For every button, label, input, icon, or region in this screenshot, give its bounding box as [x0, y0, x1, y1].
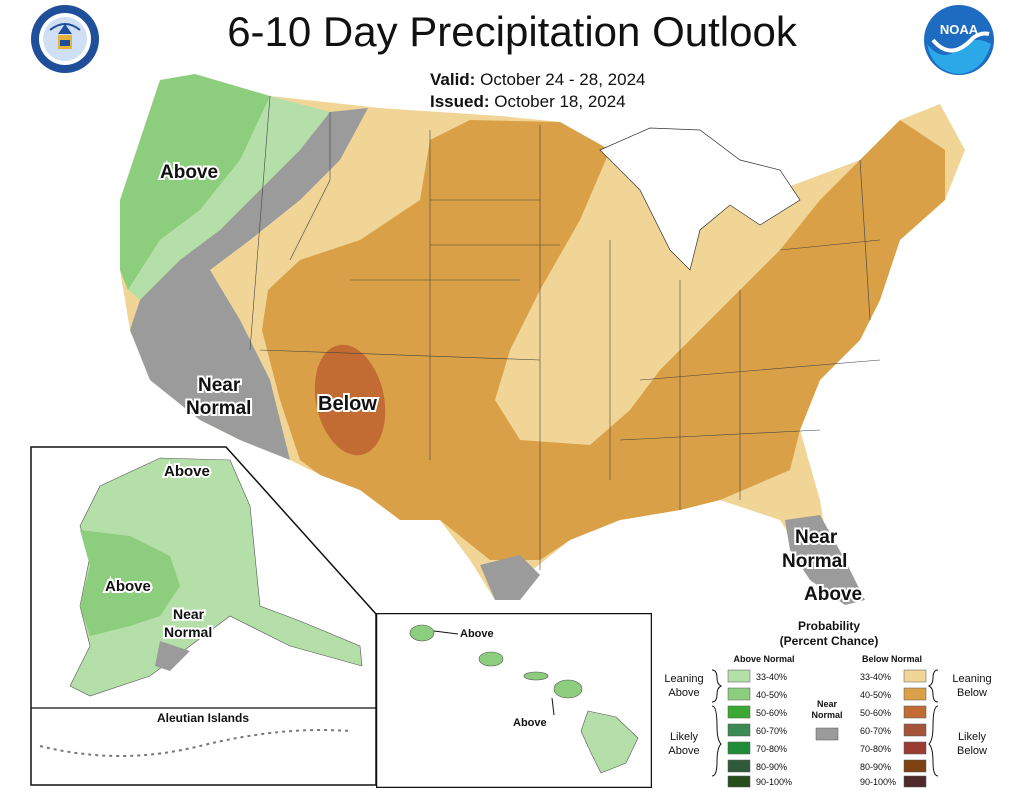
legend-near-label-1: Near — [817, 699, 838, 709]
issued-label: Issued: — [430, 92, 490, 111]
below-bin-1-label: 33-40% — [860, 672, 891, 682]
aleutian-title: Aleutian Islands — [157, 711, 249, 725]
valid-dates: Valid: October 24 - 28, 2024 — [430, 70, 645, 90]
below-bin-4-swatch — [903, 723, 927, 737]
label-conus-above: Above — [160, 162, 218, 183]
label-conus-below: Below — [318, 393, 377, 415]
conus-near-normal-texas-region — [480, 555, 540, 600]
below-bin-3-label: 50-60% — [860, 708, 891, 718]
label-florida-above: Above — [804, 584, 862, 605]
issued-date: Issued: October 18, 2024 — [430, 92, 626, 112]
conus-below-40-50-region — [262, 120, 945, 560]
above-bin-1-swatch — [727, 669, 751, 683]
legend-leaning-below-1: Leaning — [952, 673, 991, 685]
above-bin-6-label: 80-90% — [756, 762, 787, 772]
noaa-logo-text: NOAA — [940, 22, 979, 37]
conus-near-normal-florida-region — [785, 515, 865, 605]
legend: Probability (Percent Chance) Above Norma… — [664, 619, 992, 788]
doc-seal-icon — [31, 5, 99, 73]
issued-value: October 18, 2024 — [494, 92, 626, 111]
below-bin-3-swatch — [903, 705, 927, 719]
legend-above-header: Above Normal — [733, 654, 794, 664]
label-florida-near-1: Near — [795, 527, 838, 548]
conus-above-33-40-region — [128, 96, 330, 300]
above-bin-4-label: 60-70% — [756, 726, 787, 736]
legend-leaning-above-1: Leaning — [664, 673, 703, 685]
below-bin-7-swatch — [903, 775, 927, 788]
hawaii-maui-region — [553, 679, 583, 699]
label-conus-near-2: Normal — [186, 398, 251, 419]
legend-title-2: (Percent Chance) — [780, 634, 879, 648]
label-alaska-near-1: Near — [173, 606, 205, 622]
label-alaska-above-west: Above — [105, 578, 151, 595]
near-normal-swatch — [815, 727, 839, 741]
above-bin-4-swatch — [727, 723, 751, 737]
legend-below-header: Below Normal — [862, 654, 922, 664]
legend-above-bins: 33-40% 40-50% 50-60% 60-70% 70-80% 80-90… — [727, 669, 792, 788]
hawaii-oahu-region — [478, 651, 504, 667]
legend-likely-below-2: Below — [957, 745, 987, 757]
legend-title-1: Probability — [798, 619, 860, 633]
below-bin-5-swatch — [903, 741, 927, 755]
valid-label: Valid: — [430, 70, 476, 89]
valid-value: October 24 - 28, 2024 — [480, 70, 646, 89]
above-bin-5-label: 70-80% — [756, 744, 787, 754]
above-bin-3-label: 50-60% — [756, 708, 787, 718]
legend-near-label-2: Normal — [811, 710, 842, 720]
above-bin-7-label: 90-100% — [756, 777, 792, 787]
above-bin-7-swatch — [727, 775, 751, 788]
conus-below-50-60-region — [314, 344, 386, 456]
label-hawaii-above-2: Above — [513, 717, 547, 729]
noaa-logo-icon: NOAA — [924, 5, 994, 75]
state-borders — [249, 95, 881, 570]
below-bin-4-label: 60-70% — [860, 726, 891, 736]
above-bin-2-label: 40-50% — [756, 690, 787, 700]
page-title: 6-10 Day Precipitation Outlook — [227, 8, 797, 55]
above-bin-5-swatch — [727, 741, 751, 755]
label-hawaii-above-1: Above — [460, 628, 494, 640]
legend-likely-above-2: Above — [668, 745, 699, 757]
conus-above-40-50-region — [120, 74, 290, 290]
alaska-inset: Above Above Near Normal Aleutian Islands — [30, 446, 376, 786]
legend-leaning-below-2: Below — [957, 687, 987, 699]
above-bin-3-swatch — [727, 705, 751, 719]
label-conus-near-1: Near — [198, 375, 241, 396]
below-bin-7-label: 90-100% — [860, 777, 896, 787]
below-bin-2-swatch — [903, 687, 927, 701]
conus-near-normal-west-region — [130, 108, 368, 460]
hawaii-big-island-region — [580, 710, 639, 774]
legend-likely-below-1: Likely — [958, 731, 987, 743]
hawaii-inset: Above Above — [376, 613, 652, 788]
below-bin-2-label: 40-50% — [860, 690, 891, 700]
below-bin-5-label: 70-80% — [860, 744, 891, 754]
label-alaska-near-2: Normal — [164, 624, 212, 640]
legend-leaning-above-2: Above — [668, 687, 699, 699]
alaska-near-normal-region — [155, 641, 190, 671]
label-florida-near-2: Normal — [782, 551, 847, 572]
legend-likely-above-1: Likely — [670, 731, 699, 743]
great-lakes-shape — [599, 127, 801, 271]
below-bin-6-label: 80-90% — [860, 762, 891, 772]
above-bin-2-swatch — [727, 687, 751, 701]
below-bin-6-swatch — [903, 759, 927, 773]
label-alaska-above-north: Above — [164, 463, 210, 480]
legend-below-bins: 33-40% 40-50% 50-60% 60-70% 70-80% 80-90… — [860, 669, 927, 788]
hawaii-kauai-region — [409, 624, 435, 642]
above-bin-1-label: 33-40% — [756, 672, 787, 682]
hawaii-molokai-region — [523, 671, 549, 681]
below-bin-1-swatch — [903, 669, 927, 683]
above-bin-6-swatch — [727, 759, 751, 773]
alaska-above-40-50-region — [80, 530, 180, 636]
